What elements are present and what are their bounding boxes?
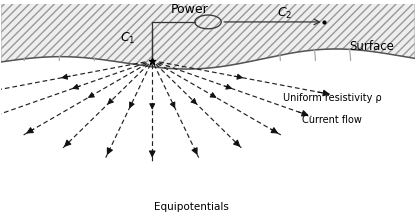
Text: Uniform resistivity ρ: Uniform resistivity ρ	[282, 93, 381, 103]
Text: Current flow: Current flow	[302, 115, 362, 125]
Text: $C_1$: $C_1$	[120, 31, 135, 46]
Text: Surface: Surface	[349, 40, 394, 53]
Polygon shape	[1, 49, 415, 219]
Text: Equipotentials: Equipotentials	[154, 202, 229, 212]
Text: $C_2$: $C_2$	[277, 6, 292, 21]
Polygon shape	[1, 4, 415, 69]
Text: Power: Power	[171, 2, 208, 16]
